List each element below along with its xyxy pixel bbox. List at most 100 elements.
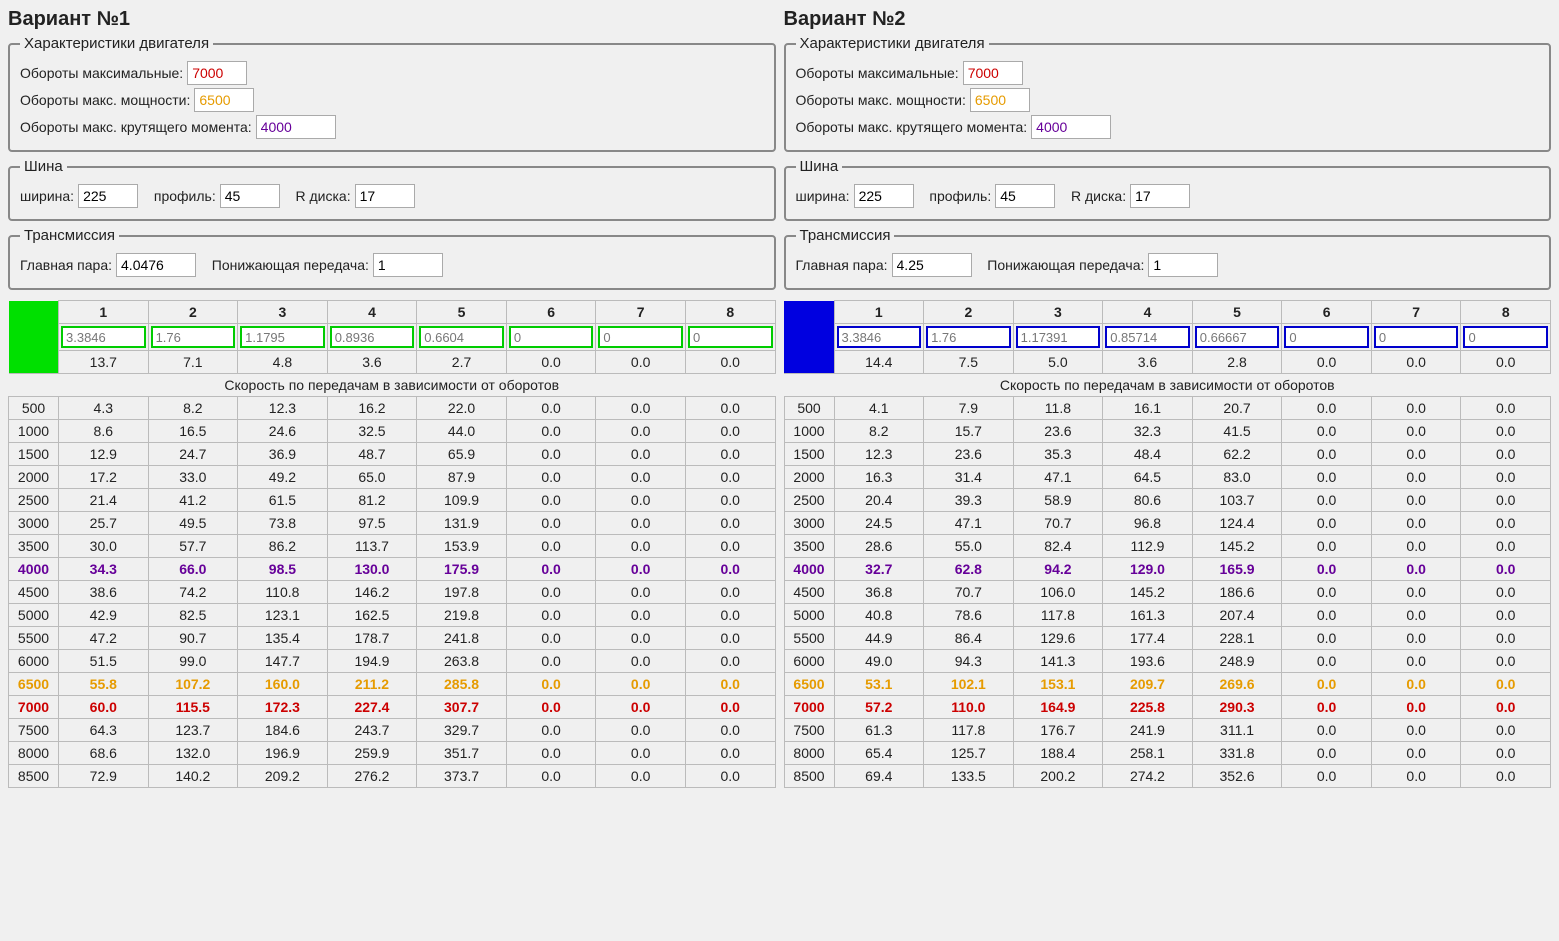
speed-row: 500042.982.5123.1162.5219.80.00.00.0	[9, 604, 776, 627]
gear-ratio-cell	[596, 324, 686, 351]
speed-cell: 30.0	[59, 535, 149, 558]
engine-legend: Характеристики двигателя	[20, 35, 213, 52]
tire-width-input[interactable]	[78, 184, 138, 208]
speed-cell: 36.8	[834, 581, 924, 604]
gear-ratio-input[interactable]	[1374, 326, 1459, 348]
per-1000-cell: 0.0	[1461, 351, 1551, 374]
gear-ratio-input[interactable]	[598, 326, 683, 348]
speed-cell: 0.0	[1282, 420, 1372, 443]
speed-cell: 82.5	[148, 604, 238, 627]
speed-cell: 69.4	[834, 765, 924, 788]
gear-ratio-input[interactable]	[419, 326, 504, 348]
speed-cell: 259.9	[327, 742, 417, 765]
speed-cell: 8.6	[59, 420, 149, 443]
speed-cell: 32.3	[1103, 420, 1193, 443]
speed-cell: 0.0	[596, 535, 686, 558]
speed-cell: 0.0	[1461, 627, 1551, 650]
speed-row: 400034.366.098.5130.0175.90.00.00.0	[9, 558, 776, 581]
speed-table: 1234567814.47.55.03.62.80.00.00.0Скорост…	[784, 300, 1552, 788]
speed-cell: 8.2	[834, 420, 924, 443]
rpm-power-input[interactable]	[194, 88, 254, 112]
rpm-cell: 3500	[784, 535, 834, 558]
gear-ratio-cell	[924, 324, 1014, 351]
speed-cell: 86.2	[238, 535, 328, 558]
speed-cell: 11.8	[1013, 397, 1103, 420]
gear-ratio-input[interactable]	[1195, 326, 1280, 348]
speed-row: 350028.655.082.4112.9145.20.00.00.0	[784, 535, 1551, 558]
final-drive-input[interactable]	[116, 253, 196, 277]
speed-cell: 258.1	[1103, 742, 1193, 765]
per-1000-cell: 2.8	[1192, 351, 1282, 374]
speed-cell: 241.9	[1103, 719, 1193, 742]
tire-rim-input[interactable]	[1130, 184, 1190, 208]
speed-cell: 0.0	[1371, 558, 1461, 581]
per-1000-cell: 0.0	[506, 351, 596, 374]
speed-cell: 123.1	[238, 604, 328, 627]
speed-cell: 124.4	[1192, 512, 1282, 535]
speed-cell: 0.0	[1371, 696, 1461, 719]
speed-cell: 47.2	[59, 627, 149, 650]
rpm-power-input[interactable]	[970, 88, 1030, 112]
speed-cell: 0.0	[506, 581, 596, 604]
tire-rim-input[interactable]	[355, 184, 415, 208]
gear-ratio-input[interactable]	[1463, 326, 1548, 348]
low-gear-input[interactable]	[373, 253, 443, 277]
speed-cell: 4.3	[59, 397, 149, 420]
gear-ratio-input[interactable]	[509, 326, 594, 348]
gear-header: 2	[148, 301, 238, 324]
speed-cell: 16.3	[834, 466, 924, 489]
gear-ratio-input[interactable]	[1105, 326, 1190, 348]
speed-cell: 32.5	[327, 420, 417, 443]
rpm-max-input[interactable]	[963, 61, 1023, 85]
final-drive-input[interactable]	[892, 253, 972, 277]
speed-cell: 65.4	[834, 742, 924, 765]
low-gear-input[interactable]	[1148, 253, 1218, 277]
speed-cell: 248.9	[1192, 650, 1282, 673]
speed-row: 600051.599.0147.7194.9263.80.00.00.0	[9, 650, 776, 673]
rpm-cell: 1500	[9, 443, 59, 466]
per-1000-cell: 2.7	[417, 351, 507, 374]
gear-ratio-input[interactable]	[1016, 326, 1101, 348]
speed-cell: 70.7	[924, 581, 1014, 604]
speed-cell: 110.8	[238, 581, 328, 604]
speed-row: 650053.1102.1153.1209.7269.60.00.00.0	[784, 673, 1551, 696]
transmission-legend: Трансмиссия	[20, 227, 119, 244]
gear-header: 7	[1371, 301, 1461, 324]
rpm-cell: 7500	[784, 719, 834, 742]
speed-cell: 0.0	[506, 650, 596, 673]
rpm-max-input[interactable]	[187, 61, 247, 85]
speed-cell: 227.4	[327, 696, 417, 719]
speed-cell: 0.0	[1461, 719, 1551, 742]
gear-ratio-input[interactable]	[61, 326, 146, 348]
gear-ratio-input[interactable]	[240, 326, 325, 348]
speed-cell: 0.0	[506, 627, 596, 650]
gear-ratio-input[interactable]	[151, 326, 236, 348]
speed-row: 5004.38.212.316.222.00.00.00.0	[9, 397, 776, 420]
speed-cell: 0.0	[685, 535, 775, 558]
speed-cell: 87.9	[417, 466, 507, 489]
gear-ratio-input[interactable]	[330, 326, 415, 348]
gear-ratio-input[interactable]	[1284, 326, 1369, 348]
rpm-cell: 2000	[9, 466, 59, 489]
speed-cell: 146.2	[327, 581, 417, 604]
gear-ratio-input[interactable]	[926, 326, 1011, 348]
tire-width-input[interactable]	[854, 184, 914, 208]
speed-cell: 160.0	[238, 673, 328, 696]
per-1000-cell: 14.4	[834, 351, 924, 374]
speed-cell: 175.9	[417, 558, 507, 581]
rpm-torque-input[interactable]	[256, 115, 336, 139]
speed-cell: 228.1	[1192, 627, 1282, 650]
gear-ratio-input[interactable]	[837, 326, 922, 348]
speed-cell: 0.0	[1282, 627, 1372, 650]
speed-cell: 135.4	[238, 627, 328, 650]
tire-profile-input[interactable]	[995, 184, 1055, 208]
speed-row: 650055.8107.2160.0211.2285.80.00.00.0	[9, 673, 776, 696]
speed-cell: 165.9	[1192, 558, 1282, 581]
tire-profile-input[interactable]	[220, 184, 280, 208]
transmission-fieldset: ТрансмиссияГлавная пара: Понижающая пере…	[784, 227, 1552, 290]
speed-cell: 0.0	[685, 719, 775, 742]
speed-cell: 186.6	[1192, 581, 1282, 604]
gear-ratio-input[interactable]	[688, 326, 773, 348]
speed-cell: 164.9	[1013, 696, 1103, 719]
rpm-torque-input[interactable]	[1031, 115, 1111, 139]
